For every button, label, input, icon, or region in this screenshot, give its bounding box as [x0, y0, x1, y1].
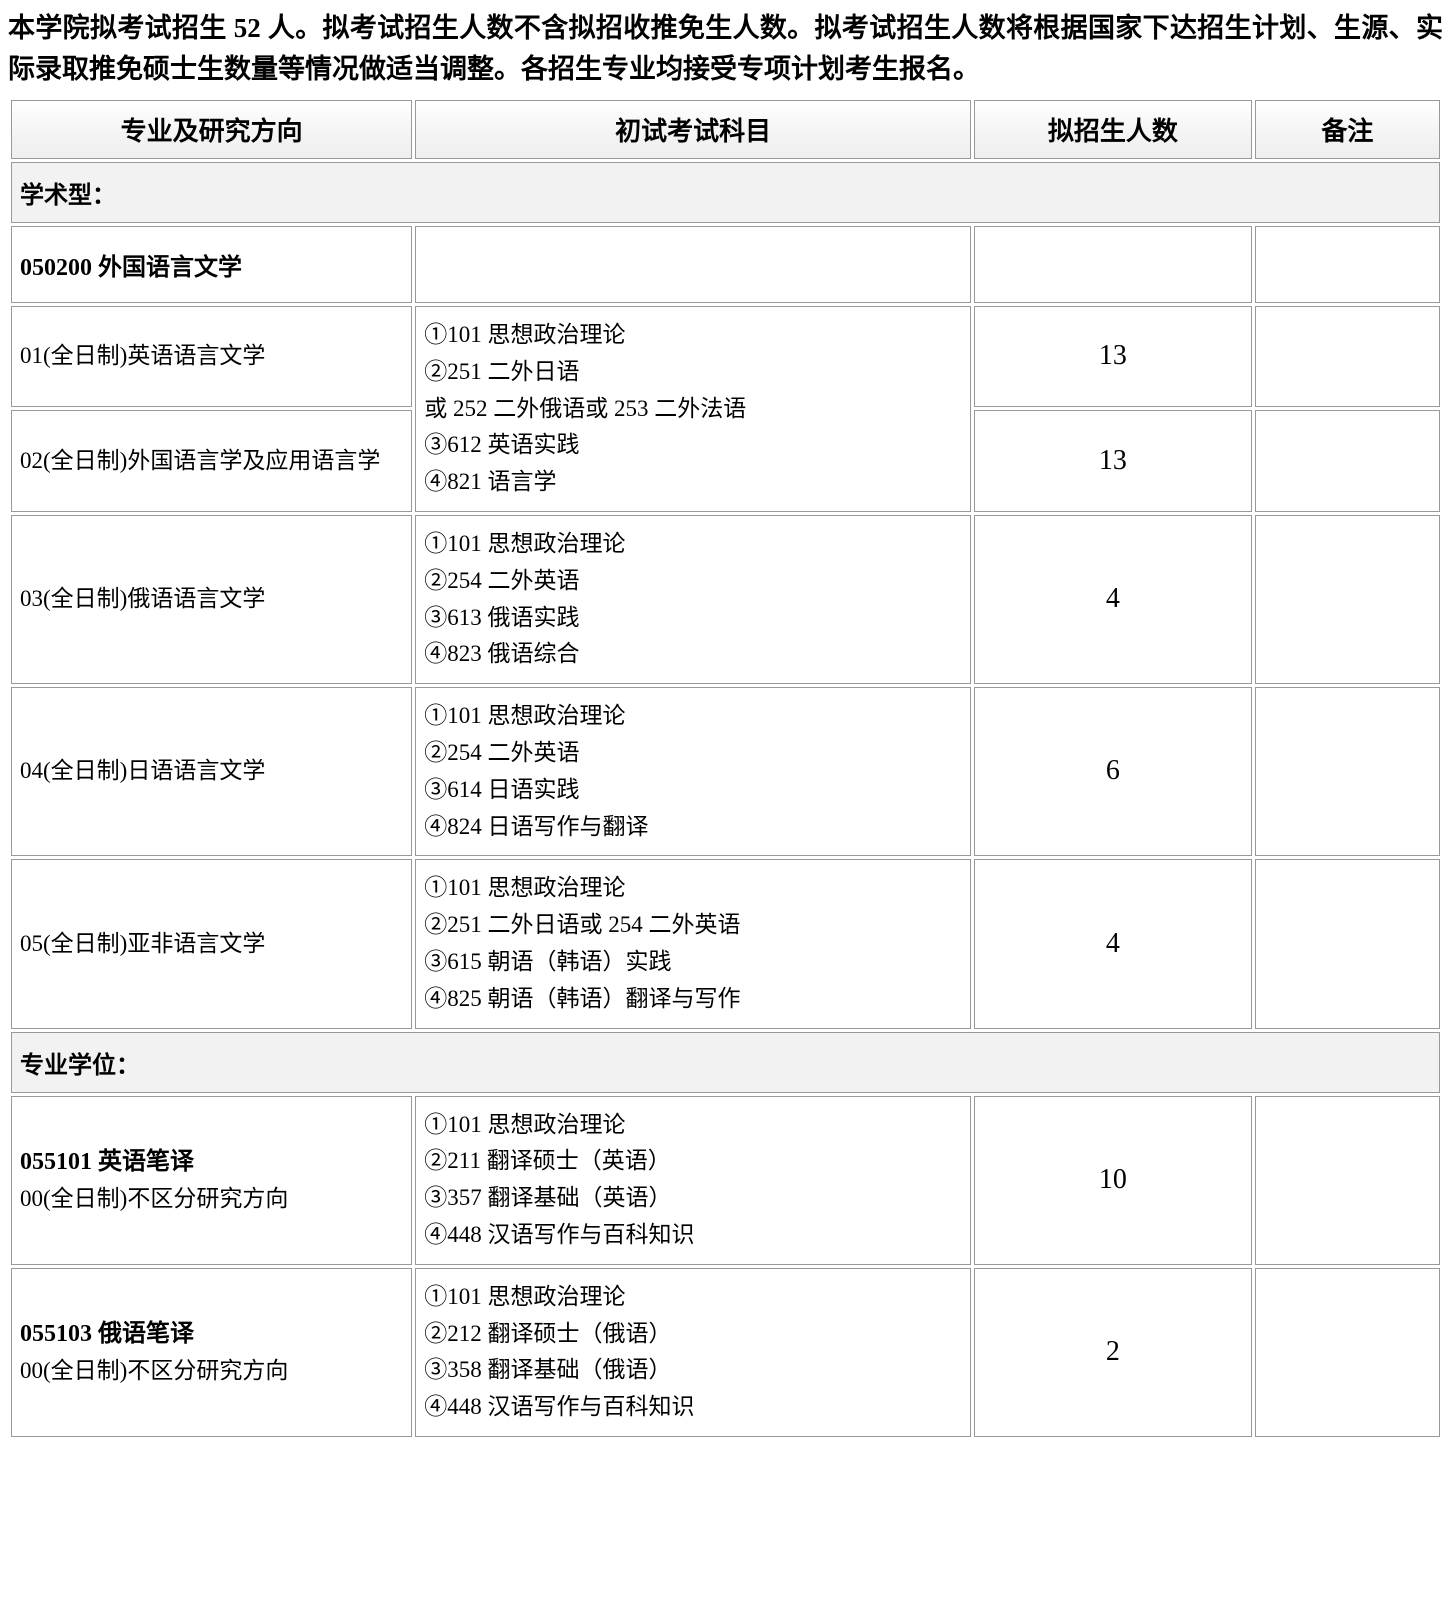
cell-note: [1255, 410, 1440, 512]
table-row: 04(全日制)日语语言文学 ①101 思想政治理论 ②254 二外英语 ③614…: [11, 687, 1440, 856]
cell-count: 13: [974, 410, 1252, 512]
cell-exam: ①101 思想政治理论 ②251 二外日语或 254 二外英语 ③615 朝语（…: [415, 859, 971, 1028]
admission-table: 专业及研究方向 初试考试科目 拟招生人数 备注 学术型： 050200 外国语言…: [8, 97, 1443, 1440]
cell-count: 13: [974, 306, 1252, 407]
prof-major-title: 055103 俄语笔译: [20, 1315, 403, 1353]
table-row: 05(全日制)亚非语言文学 ①101 思想政治理论 ②251 二外日语或 254…: [11, 859, 1440, 1028]
cell-exam-shared: ①101 思想政治理论 ②251 二外日语 或 252 二外俄语或 253 二外…: [415, 306, 971, 512]
cell-note: [1255, 306, 1440, 407]
cell-note: [1255, 859, 1440, 1028]
table-row: 055103 俄语笔译 00(全日制)不区分研究方向 ①101 思想政治理论 ②…: [11, 1268, 1440, 1437]
table-row: 055101 英语笔译 00(全日制)不区分研究方向 ①101 思想政治理论 ②…: [11, 1096, 1440, 1265]
table-row: 01(全日制)英语语言文学 ①101 思想政治理论 ②251 二外日语 或 25…: [11, 306, 1440, 407]
cell-count: 4: [974, 515, 1252, 684]
program-note-empty: [1255, 226, 1440, 303]
cell-count: 2: [974, 1268, 1252, 1437]
cell-note: [1255, 1096, 1440, 1265]
prof-major-sub: 00(全日制)不区分研究方向: [20, 1353, 403, 1390]
cell-note: [1255, 1268, 1440, 1437]
col-header-major: 专业及研究方向: [11, 100, 412, 159]
cell-count: 4: [974, 859, 1252, 1028]
cell-count: 6: [974, 687, 1252, 856]
section-academic-label: 学术型：: [11, 162, 1440, 223]
col-header-note: 备注: [1255, 100, 1440, 159]
program-exam-empty: [415, 226, 971, 303]
col-header-exam: 初试考试科目: [415, 100, 971, 159]
cell-exam: ①101 思想政治理论 ②254 二外英语 ③613 俄语实践 ④823 俄语综…: [415, 515, 971, 684]
intro-paragraph: 本学院拟考试招生 52 人。拟考试招生人数不含拟招收推免生人数。拟考试招生人数将…: [8, 8, 1443, 89]
cell-major: 05(全日制)亚非语言文学: [11, 859, 412, 1028]
section-professional: 专业学位：: [11, 1032, 1440, 1093]
cell-major: 04(全日制)日语语言文学: [11, 687, 412, 856]
section-academic: 学术型：: [11, 162, 1440, 223]
program-name: 050200 外国语言文学: [11, 226, 412, 303]
prof-major-title: 055101 英语笔译: [20, 1143, 403, 1181]
prof-major-sub: 00(全日制)不区分研究方向: [20, 1181, 403, 1218]
cell-count: 10: [974, 1096, 1252, 1265]
table-row: 03(全日制)俄语语言文学 ①101 思想政治理论 ②254 二外英语 ③613…: [11, 515, 1440, 684]
cell-note: [1255, 515, 1440, 684]
cell-major: 01(全日制)英语语言文学: [11, 306, 412, 407]
program-count-empty: [974, 226, 1252, 303]
cell-exam: ①101 思想政治理论 ②211 翻译硕士（英语） ③357 翻译基础（英语） …: [415, 1096, 971, 1265]
cell-major-prof: 055101 英语笔译 00(全日制)不区分研究方向: [11, 1096, 412, 1265]
section-professional-label: 专业学位：: [11, 1032, 1440, 1093]
col-header-count: 拟招生人数: [974, 100, 1252, 159]
table-header-row: 专业及研究方向 初试考试科目 拟招生人数 备注: [11, 100, 1440, 159]
cell-major: 03(全日制)俄语语言文学: [11, 515, 412, 684]
cell-major-prof: 055103 俄语笔译 00(全日制)不区分研究方向: [11, 1268, 412, 1437]
cell-exam: ①101 思想政治理论 ②212 翻译硕士（俄语） ③358 翻译基础（俄语） …: [415, 1268, 971, 1437]
program-row: 050200 外国语言文学: [11, 226, 1440, 303]
cell-note: [1255, 687, 1440, 856]
cell-major: 02(全日制)外国语言学及应用语言学: [11, 410, 412, 512]
cell-exam: ①101 思想政治理论 ②254 二外英语 ③614 日语实践 ④824 日语写…: [415, 687, 971, 856]
